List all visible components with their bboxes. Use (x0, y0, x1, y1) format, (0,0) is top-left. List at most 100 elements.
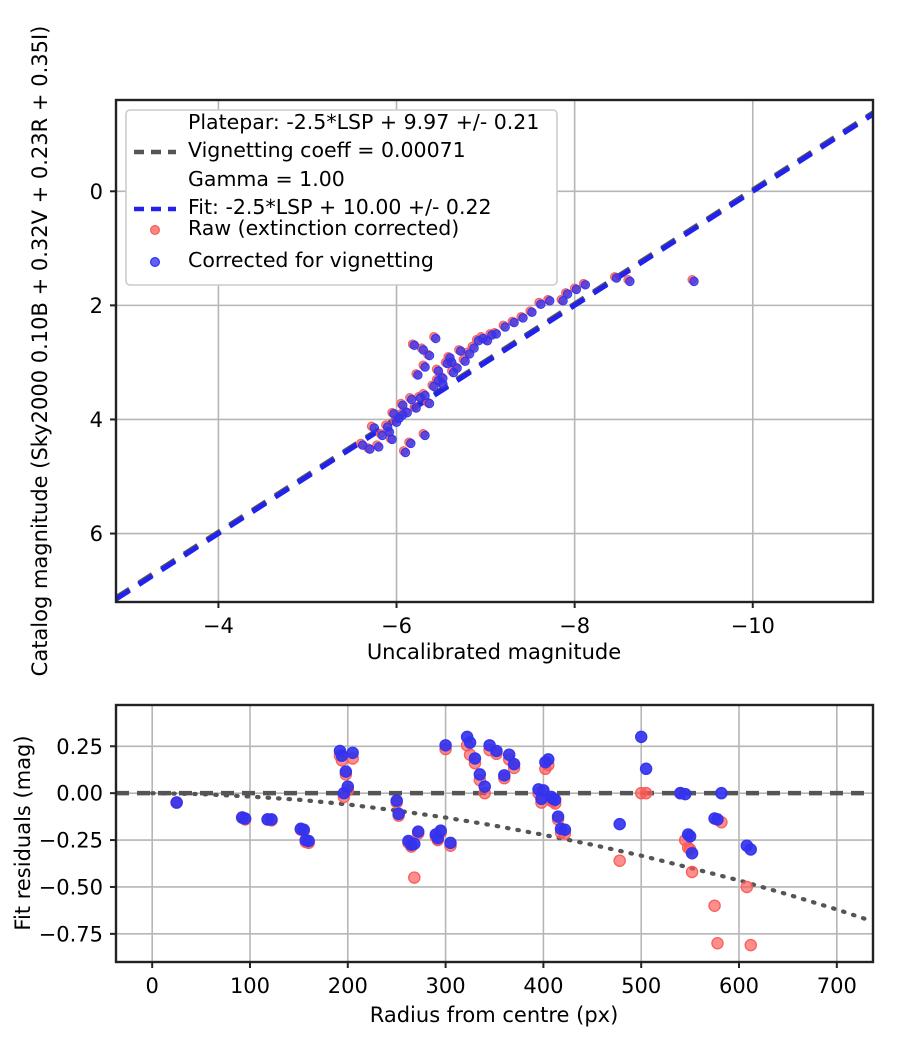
data-point (433, 366, 444, 376)
data-point (408, 837, 421, 851)
data-point (265, 813, 278, 826)
data-point (558, 296, 568, 306)
data-point (740, 880, 754, 894)
bottom-ytick-label: −0.75 (39, 922, 103, 946)
data-point (341, 780, 355, 793)
data-point (418, 345, 429, 355)
data-point (685, 846, 699, 860)
data-point (509, 317, 519, 328)
data-point (400, 447, 411, 458)
data-point (639, 762, 653, 776)
bottom-xtick-label: 300 (426, 974, 466, 998)
data-point (468, 752, 482, 765)
data-point (527, 307, 537, 317)
bottom-plot-ticklabels: 0 100 200 300 400 500 600 700 0.25 0.00 −0.25 −0.50… (39, 735, 857, 998)
data-point (373, 442, 384, 452)
top-xtick-label: −4 (203, 614, 234, 638)
data-point (339, 765, 353, 778)
top-ytick-label: 4 (90, 408, 103, 432)
data-point (408, 871, 421, 884)
bottom-plot: 0 100 200 300 400 500 600 700 0.25 0.00 −0.25 −0.50… (11, 703, 875, 1027)
top-plot-ticks (110, 190, 754, 608)
legend-label: Corrected for vignetting (188, 248, 434, 272)
bottom-xtick-label: 0 (145, 974, 158, 998)
residual-series-corrected (170, 730, 757, 860)
legend-handle-raw-marker (150, 225, 161, 236)
legend-label: Raw (extinction corrected) (188, 216, 459, 240)
data-point (357, 440, 368, 450)
data-point (536, 299, 546, 309)
legend-label: Fit: -2.5*LSP + 10.00 +/- 0.22 (188, 195, 492, 219)
data-point (424, 398, 435, 409)
data-point (411, 403, 421, 413)
data-point (639, 786, 653, 800)
data-point (460, 356, 470, 367)
data-point (685, 865, 699, 879)
data-point (711, 813, 724, 826)
data-point (406, 438, 416, 449)
data-point (392, 807, 405, 821)
data-point (170, 796, 183, 809)
bottom-ytick-label: −0.25 (39, 829, 103, 853)
data-point (463, 736, 477, 749)
data-point (424, 350, 435, 361)
data-point (562, 289, 573, 299)
data-point (744, 938, 757, 952)
data-point (544, 296, 555, 306)
data-point (469, 343, 479, 353)
top-xtick-label: −6 (381, 614, 412, 638)
data-point (542, 753, 555, 766)
top-plot-legend: Platepar: -2.5*LSP + 9.97 +/- 0.21 Vignet… (125, 109, 558, 286)
data-point (634, 730, 648, 744)
data-point (439, 739, 452, 752)
data-point (537, 784, 550, 797)
top-plot: −4 −6 −8 −10 0 2 4 6 Uncalibrated magnitude Cat… (28, 26, 875, 676)
data-point (625, 276, 635, 287)
data-point (498, 769, 511, 782)
data-point (558, 823, 572, 836)
data-point (689, 276, 699, 287)
data-point (420, 430, 430, 441)
data-point (548, 793, 562, 806)
data-point (708, 899, 721, 912)
data-point (478, 333, 488, 344)
data-point (613, 817, 626, 831)
bottom-xtick-label: 600 (719, 974, 759, 998)
data-point (238, 812, 252, 825)
bottom-plot-data (116, 730, 873, 952)
bottom-xtick-label: 700 (817, 974, 857, 998)
data-point (611, 273, 622, 283)
legend-background (125, 109, 558, 286)
top-xtick-label: −10 (731, 614, 775, 638)
data-point (369, 423, 380, 433)
top-plot-ticklabels: −4 −6 −8 −10 0 2 4 6 (90, 180, 775, 638)
data-point (507, 757, 521, 771)
data-point (377, 430, 388, 441)
top-ytick-label: 0 (90, 180, 103, 204)
data-point (500, 322, 510, 332)
data-point (455, 346, 466, 356)
bottom-xtick-label: 400 (523, 974, 563, 998)
top-ytick-label: 2 (90, 294, 103, 318)
bottom-plot-frame (114, 703, 875, 964)
data-point (302, 834, 315, 848)
top-plot-data (116, 110, 873, 602)
bottom-plot-ylabel: Fit residuals (mag) (11, 735, 35, 930)
data-point (580, 280, 591, 290)
top-ytick-label: 6 (90, 522, 103, 546)
data-point (413, 370, 423, 380)
data-point (430, 333, 441, 344)
data-point (683, 830, 697, 843)
bottom-xtick-label: 500 (621, 974, 661, 998)
data-point (571, 284, 582, 295)
bottom-ytick-label: 0.25 (56, 735, 103, 759)
data-point (420, 390, 430, 401)
data-point (365, 444, 375, 454)
bottom-plot-ticks (110, 745, 838, 968)
data-point (297, 823, 311, 836)
top-plot-frame (114, 98, 875, 604)
data-point (389, 408, 399, 419)
bottom-ytick-label: −0.50 (39, 875, 103, 899)
data-point (473, 768, 487, 781)
